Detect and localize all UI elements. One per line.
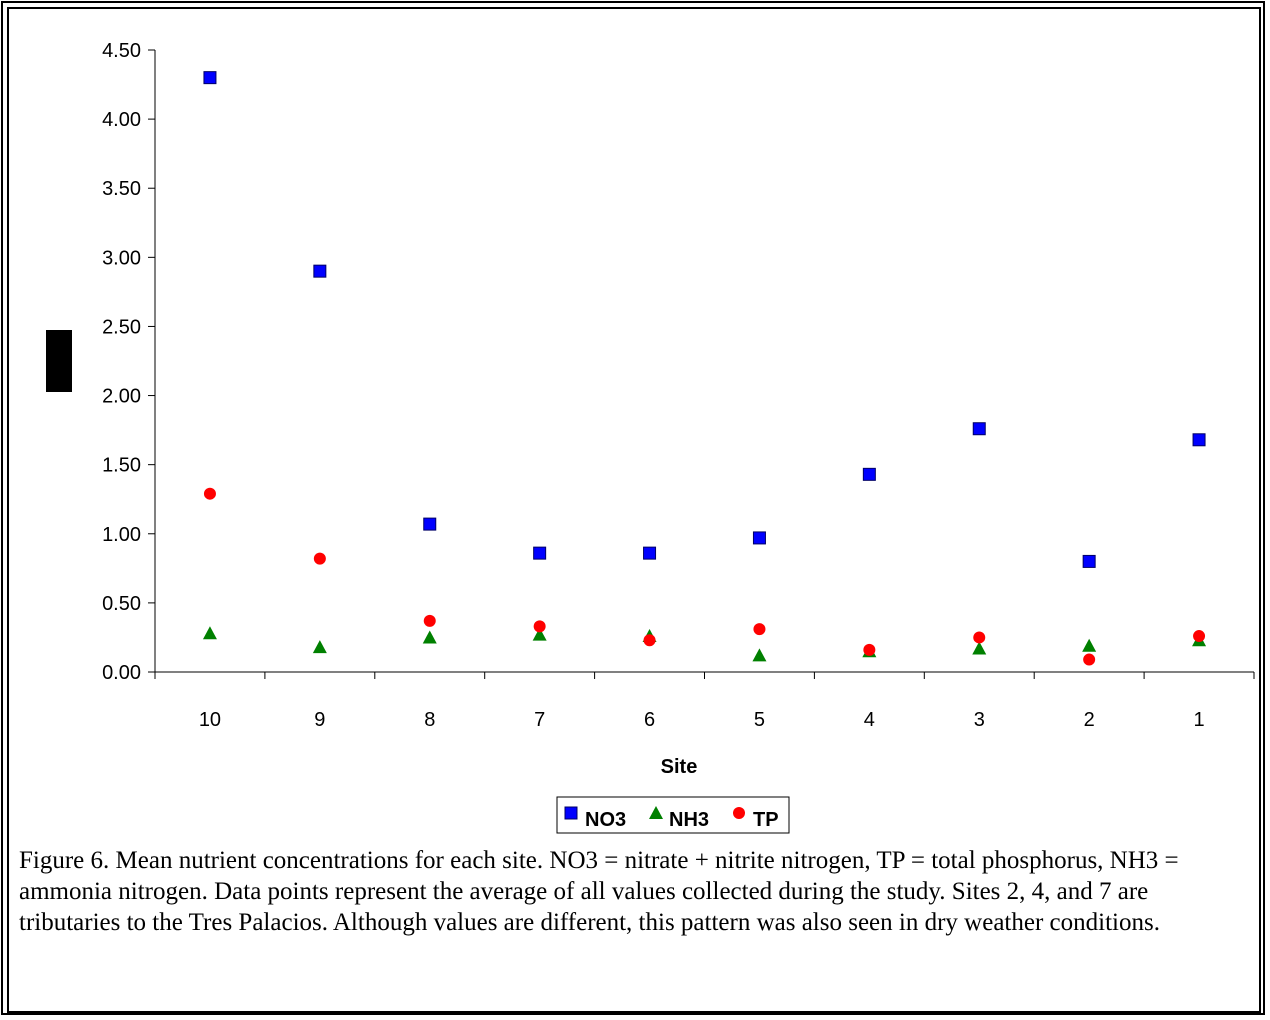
y-tick-label: 3.50 [102,178,141,200]
nh3-point [1082,638,1097,652]
tp-point [643,634,656,647]
no3-point [752,531,766,545]
no3-point [972,422,986,436]
figure-caption: Figure 6. Mean nutrient concentrations f… [19,847,1179,936]
legend-label-tp: TP [753,809,779,831]
nh3-point [202,626,217,640]
no3-point [313,264,327,278]
no3-point [643,546,657,560]
no3-point [1082,554,1096,568]
x-tick-label: 3 [974,709,985,731]
y-axis-ticks: 0.00 0.50 1.00 1.50 2.00 2.50 3.00 3.50 4.00 4.50 [102,40,155,684]
x-axis-ticks: 10 9 8 7 6 5 4 3 2 1 [154,672,1255,731]
x-tick-label: 9 [314,709,325,731]
tp-point [423,614,436,627]
x-tick-label: 10 [199,709,221,731]
y-tick-label: 0.50 [102,593,141,615]
legend-marker-no3 [564,806,578,820]
x-axis-title: Site [661,756,698,778]
y-axis-label-box [46,330,72,392]
data-points [202,71,1207,666]
tp-point [533,620,546,633]
y-tick-label: 0.00 [102,662,141,684]
no3-point [1192,433,1206,447]
tp-point [973,631,986,644]
nh3-point [312,640,327,654]
legend: NO3 NH3 TP [556,796,790,834]
axes [154,50,1254,673]
legend-label-nh3: NH3 [669,809,709,831]
tp-point [1193,630,1206,643]
nh3-point [752,648,767,662]
nh3-point [422,630,437,644]
tp-point [863,643,876,656]
x-tick-label: 2 [1084,709,1095,731]
nh3-point [972,641,987,655]
tp-point [313,552,326,565]
legend-label-no3: NO3 [585,809,626,831]
no3-point [203,71,217,85]
x-tick-label: 8 [424,709,435,731]
x-tick-label: 1 [1193,709,1204,731]
tp-point [753,623,766,636]
legend-marker-tp [733,807,745,819]
x-tick-label: 4 [864,709,875,731]
y-tick-label: 1.00 [102,524,141,546]
nh3-point [532,627,547,641]
y-tick-label: 2.50 [102,316,141,338]
tp-point [1083,653,1096,666]
y-tick-label: 1.50 [102,455,141,477]
y-tick-label: 4.50 [102,40,141,62]
x-tick-label: 5 [754,709,765,731]
y-tick-label: 3.00 [102,247,141,269]
inner-frame [7,7,1261,1013]
x-tick-label: 7 [534,709,545,731]
nutrient-scatter-chart: 0.00 0.50 1.00 1.50 2.00 2.50 3.00 3.50 4.00 4.50… [102,40,1255,834]
y-tick-label: 4.00 [102,109,141,131]
no3-point [533,546,547,560]
no3-point [862,467,876,481]
tp-point [203,487,216,500]
legend-marker-nh3 [649,806,663,819]
no3-point [423,517,437,531]
x-tick-label: 6 [644,709,655,731]
legend-box [556,796,790,834]
y-tick-label: 2.00 [102,386,141,408]
